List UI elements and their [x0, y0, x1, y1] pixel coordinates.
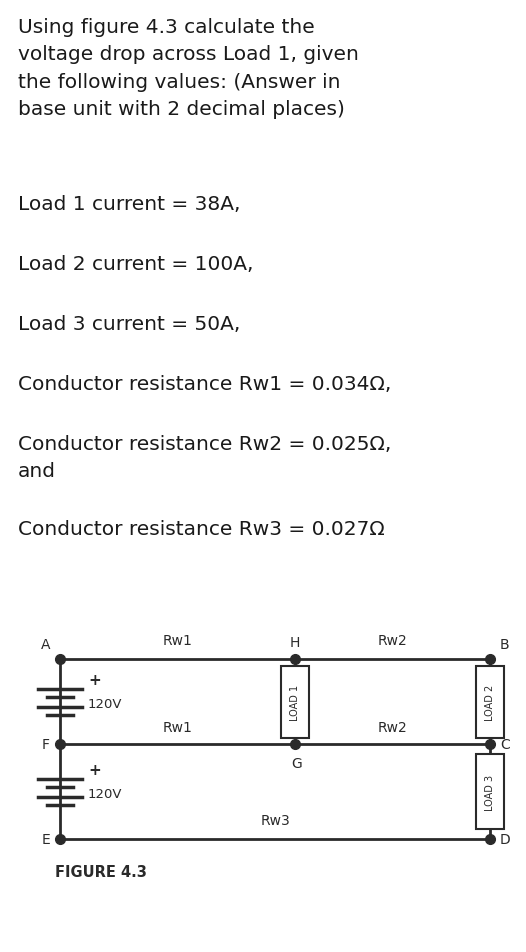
- Text: Rw3: Rw3: [260, 813, 290, 827]
- Text: 120V: 120V: [88, 697, 123, 710]
- Text: B: B: [500, 637, 510, 651]
- Text: +: +: [88, 672, 101, 687]
- Text: Rw1: Rw1: [163, 721, 193, 734]
- Bar: [476, 754, 504, 829]
- Text: LOAD 3: LOAD 3: [485, 774, 495, 810]
- Text: Conductor resistance Rw1 = 0.034Ω,: Conductor resistance Rw1 = 0.034Ω,: [18, 374, 391, 393]
- Text: C: C: [500, 737, 510, 751]
- Text: +: +: [88, 763, 101, 777]
- Text: Rw2: Rw2: [378, 633, 407, 647]
- Text: LOAD 1: LOAD 1: [290, 684, 300, 720]
- Text: G: G: [291, 756, 302, 770]
- Text: Conductor resistance Rw3 = 0.027Ω: Conductor resistance Rw3 = 0.027Ω: [18, 520, 385, 539]
- Text: FIGURE 4.3: FIGURE 4.3: [55, 864, 147, 879]
- Text: Rw2: Rw2: [378, 721, 407, 734]
- Text: Load 1 current = 38A,: Load 1 current = 38A,: [18, 195, 240, 214]
- Text: LOAD 2: LOAD 2: [485, 684, 495, 720]
- Text: Conductor resistance Rw2 = 0.025Ω,
and: Conductor resistance Rw2 = 0.025Ω, and: [18, 434, 391, 481]
- Bar: [476, 665, 504, 738]
- Text: F: F: [42, 737, 50, 751]
- Text: Load 3 current = 50A,: Load 3 current = 50A,: [18, 315, 240, 333]
- Text: A: A: [41, 637, 50, 651]
- Text: H: H: [290, 635, 300, 649]
- Text: Using figure 4.3 calculate the
voltage drop across Load 1, given
the following v: Using figure 4.3 calculate the voltage d…: [18, 18, 359, 119]
- Text: E: E: [41, 832, 50, 846]
- Bar: [281, 665, 309, 738]
- Text: Rw1: Rw1: [163, 633, 193, 647]
- Text: 120V: 120V: [88, 787, 123, 801]
- Text: D: D: [500, 832, 511, 846]
- Text: Load 2 current = 100A,: Load 2 current = 100A,: [18, 255, 254, 274]
